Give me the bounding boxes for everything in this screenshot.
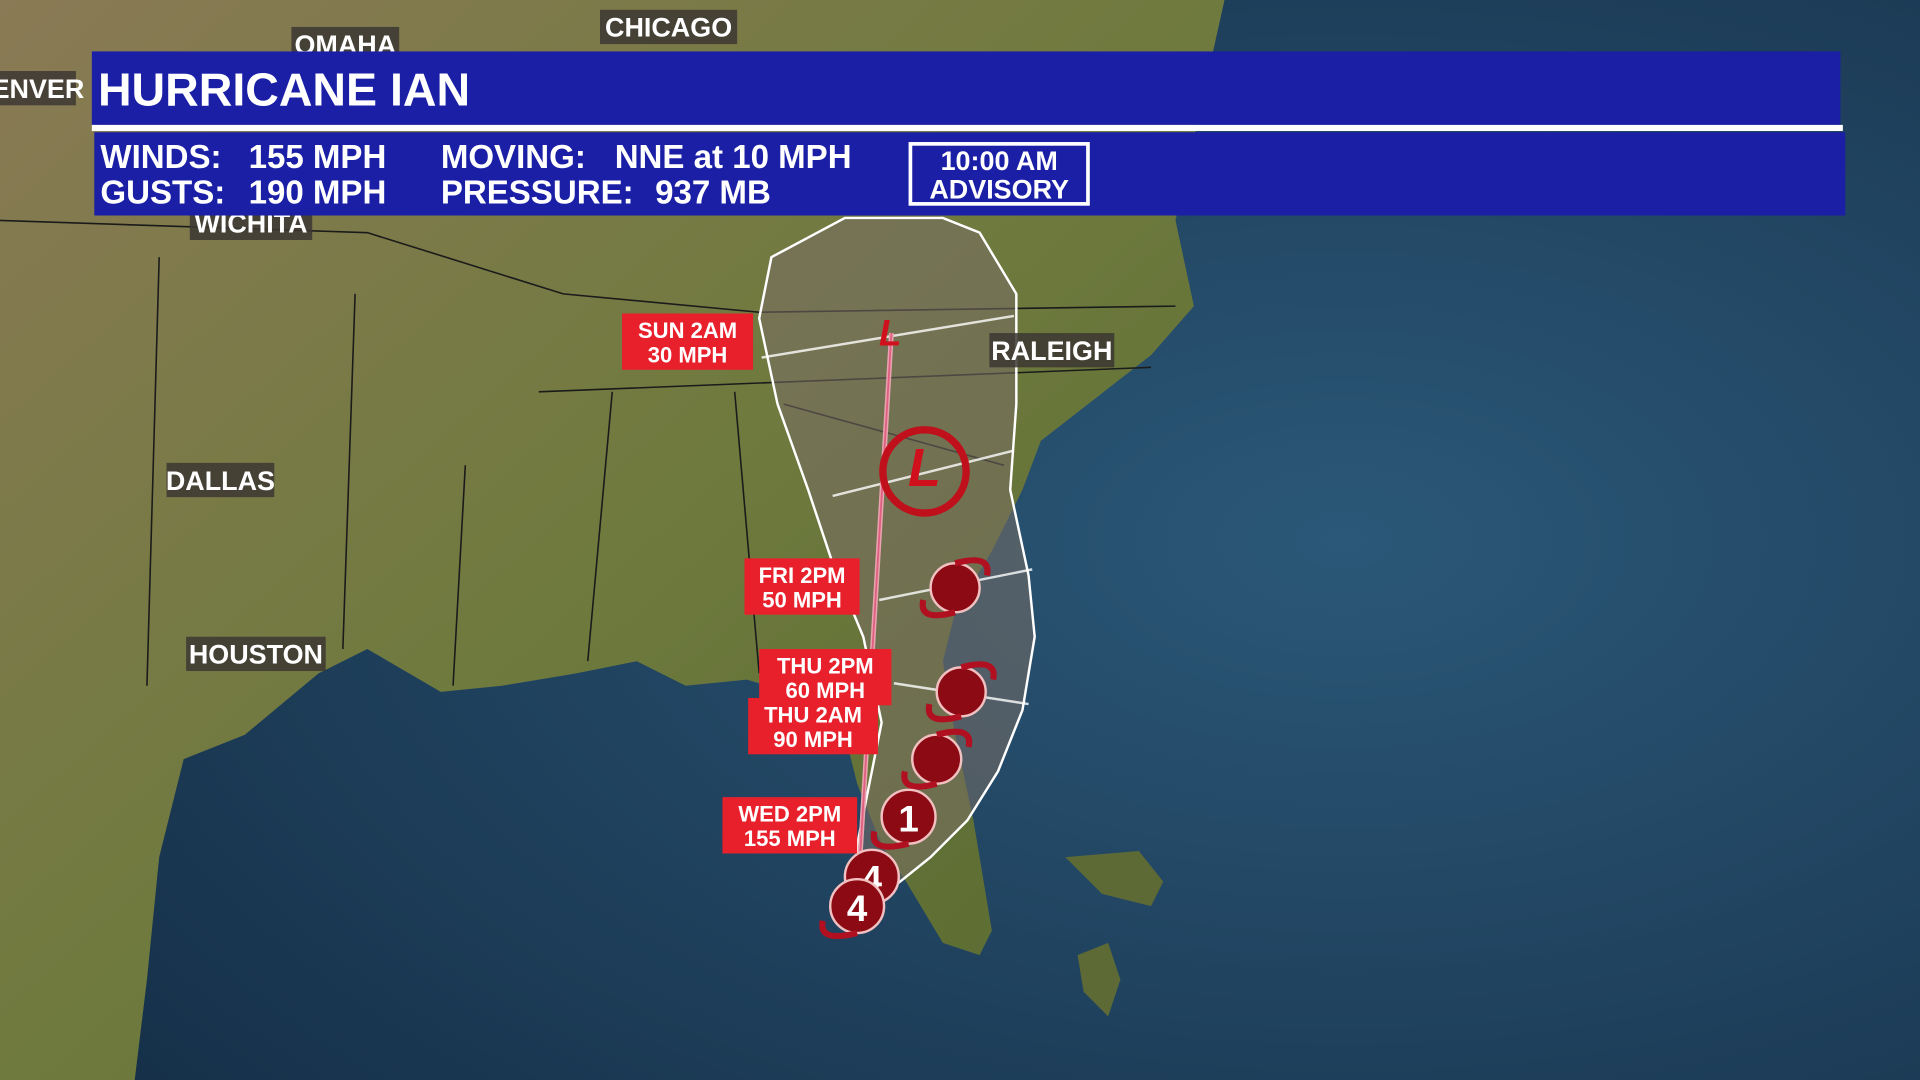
storm-arm	[819, 920, 858, 940]
forecast-label: FRI 2PM	[759, 563, 846, 588]
forecast-tag	[748, 697, 878, 755]
city-label: RALEIGH	[991, 336, 1112, 366]
city-label: CHICAGO	[605, 13, 732, 43]
stat-label: WINDS:	[100, 139, 221, 176]
forecast-tag	[622, 313, 754, 370]
labels: OMAHACHICAGOENVERWICHITADALLASHOUSTONRAL…	[0, 9, 1115, 854]
city-label: ENVER	[0, 74, 84, 104]
forecast-label: THU 2PM	[777, 653, 874, 678]
stat-value: 155 MPH	[249, 139, 387, 176]
stat-label: GUSTS:	[100, 174, 225, 211]
city-tag	[186, 636, 326, 672]
forecast-tag	[744, 558, 860, 615]
stat-label: MOVING:	[441, 139, 586, 176]
low-ring	[879, 426, 970, 517]
forecast-label: SUN 2AM	[638, 318, 737, 343]
storm-arm	[960, 661, 997, 681]
stat-value: 937 MB	[655, 174, 771, 211]
city-label: HOUSTON	[189, 640, 323, 670]
forecast-tag	[722, 797, 858, 854]
storm-arm	[901, 770, 938, 790]
header: HURRICANE IAN WINDS: 155 MPH GUSTS: 190 …	[91, 51, 1846, 216]
forecast-label: 155 MPH	[744, 826, 836, 851]
forecast-label: 50 MPH	[762, 587, 842, 612]
marker-label: L	[879, 312, 901, 353]
forecast-label: 90 MPH	[773, 727, 853, 752]
forecast-label: WED 2PM	[738, 802, 841, 827]
advisory-inner	[912, 145, 1087, 203]
city-tag	[989, 333, 1115, 368]
forecast-label: 30 MPH	[648, 342, 728, 367]
storm-icon	[911, 733, 963, 785]
storm-arm	[870, 830, 910, 850]
storm-icon	[935, 666, 987, 718]
storm-arm	[954, 557, 991, 577]
forecast-label: THU 2AM	[764, 702, 862, 727]
marker-label: 1	[898, 798, 918, 839]
storm-arm	[925, 703, 963, 723]
bahamas	[1077, 942, 1121, 1017]
track-line-core	[856, 333, 893, 907]
city-tag	[600, 9, 738, 45]
stat-value: NNE at 10 MPH	[615, 139, 852, 176]
marker-label: 4	[847, 888, 868, 929]
cuba	[1065, 851, 1164, 907]
city-tag	[0, 71, 76, 106]
title-bar	[91, 51, 1841, 125]
marker-label: L	[908, 438, 941, 498]
advisory-time: 10:00 AM	[941, 146, 1058, 176]
stat-value: 190 MPH	[249, 174, 387, 211]
city-label: DALLAS	[166, 466, 275, 496]
storm-arm	[919, 599, 956, 619]
storm-arm	[935, 728, 973, 748]
stat-label: PRESSURE:	[441, 174, 634, 211]
storm-icon	[929, 562, 981, 614]
city-tag	[166, 462, 275, 498]
title: HURRICANE IAN	[98, 63, 470, 115]
forecast-tag	[759, 648, 892, 706]
divider	[91, 124, 1843, 132]
advisory-label: ADVISORY	[929, 174, 1069, 204]
